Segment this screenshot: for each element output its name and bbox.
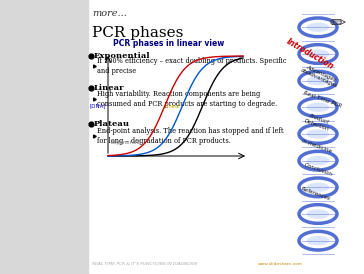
Text: ✏: ✏ bbox=[330, 14, 346, 33]
Text: [DNA]: [DNA] bbox=[90, 104, 106, 109]
Bar bbox=[0, 0, 88, 274]
Text: Real Time PCR: Real Time PCR bbox=[302, 90, 342, 108]
Ellipse shape bbox=[306, 49, 329, 59]
Text: If 100% efficiency – exact doubling of products. Specific
and precise: If 100% efficiency – exact doubling of p… bbox=[97, 57, 286, 75]
Ellipse shape bbox=[306, 156, 329, 165]
Text: Exponential: Exponential bbox=[110, 140, 142, 145]
Ellipse shape bbox=[306, 183, 329, 192]
Text: References: References bbox=[301, 186, 331, 202]
Text: Plateau: Plateau bbox=[94, 120, 130, 128]
Text: End-point analysis. The reaction has stopped and if left
for long – degradation : End-point analysis. The reaction has sto… bbox=[97, 127, 284, 145]
Ellipse shape bbox=[306, 23, 329, 32]
Text: Advantages
disadvantages: Advantages disadvantages bbox=[300, 63, 340, 89]
Text: Linear: Linear bbox=[165, 104, 181, 109]
Text: REAL TIME PCR & IT'S FUNCTIONS IN DIAGNOSIS: REAL TIME PCR & IT'S FUNCTIONS IN DIAGNO… bbox=[92, 262, 198, 266]
Ellipse shape bbox=[306, 103, 329, 112]
Text: Conclusion: Conclusion bbox=[303, 162, 333, 178]
Text: Exponential: Exponential bbox=[94, 52, 151, 60]
Ellipse shape bbox=[306, 236, 329, 245]
Text: Product
Detection: Product Detection bbox=[304, 112, 332, 132]
Ellipse shape bbox=[306, 209, 329, 219]
Text: Introduction: Introduction bbox=[285, 37, 335, 71]
Text: in medicine: in medicine bbox=[300, 138, 332, 154]
Ellipse shape bbox=[306, 129, 329, 139]
Text: PCR phases in linear view: PCR phases in linear view bbox=[113, 39, 224, 48]
Text: PCR phases: PCR phases bbox=[92, 26, 183, 40]
Text: www.slideshare.com: www.slideshare.com bbox=[258, 262, 303, 266]
Text: High variability. Reaction components are being
consumed and PCR products are st: High variability. Reaction components ar… bbox=[97, 90, 277, 108]
Text: Linear: Linear bbox=[94, 84, 124, 92]
Ellipse shape bbox=[306, 76, 329, 85]
Text: more...: more... bbox=[92, 9, 127, 18]
